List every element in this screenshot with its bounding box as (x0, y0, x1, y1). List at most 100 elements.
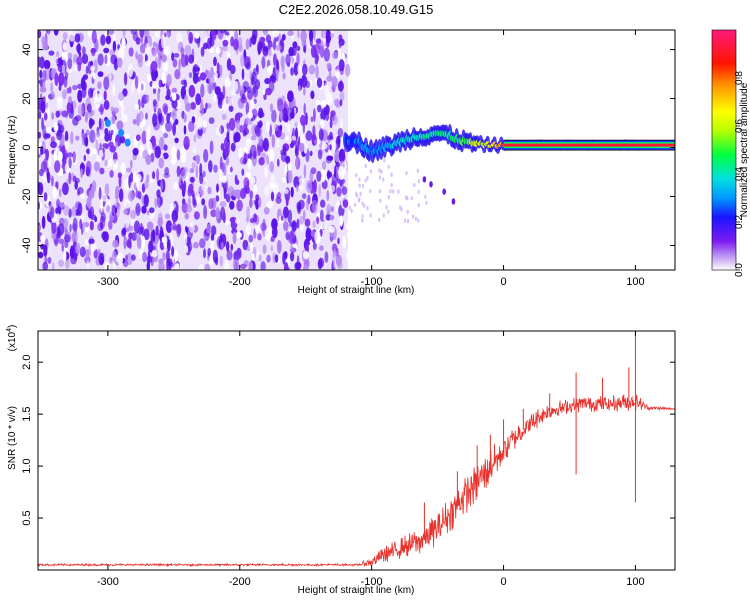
noise-speckle (122, 30, 126, 38)
noise-speckle (57, 229, 62, 240)
noise-speckle (127, 225, 134, 232)
noise-speckle (208, 198, 214, 210)
noise-speckle (215, 206, 220, 220)
noise-speckle (62, 249, 67, 262)
noise-speckle (176, 165, 181, 177)
noise-speckle (251, 34, 257, 45)
noise-speckle (38, 111, 42, 120)
noise-speckle (161, 236, 165, 243)
trail-speckle (410, 196, 414, 201)
chart-title: C2E2.2026.058.10.49.G15 (279, 2, 434, 17)
snr-panel: -300 -200 -100 0 100 0.5 1.0 1.5 2.0 Height of … (6, 325, 676, 596)
noise-speckle (335, 161, 341, 168)
noise-speckle (45, 148, 49, 161)
noise-speckle (296, 45, 301, 52)
noise-speckle (235, 120, 241, 131)
noise-speckle (72, 84, 78, 91)
noise-speckle (132, 31, 139, 42)
noise-speckle (269, 103, 274, 113)
noise-speckle (58, 83, 62, 91)
noise-speckle (188, 84, 196, 98)
noise-speckle (180, 146, 187, 160)
noise-speckle (62, 182, 69, 196)
noise-speckle (199, 72, 207, 81)
noise-speckle (168, 261, 174, 268)
noise-speckle (279, 110, 283, 120)
noise-speckle (40, 234, 45, 242)
noise-speckle (125, 254, 128, 261)
noise-speckle (245, 38, 250, 50)
noise-speckle (141, 205, 147, 214)
noise-speckle (156, 195, 162, 208)
noise-speckle (262, 30, 269, 36)
noise-speckle (163, 105, 168, 115)
noise-speckle (183, 113, 187, 123)
noise-speckle (248, 261, 253, 270)
noise-speckle (247, 111, 254, 119)
noise-speckle (236, 199, 243, 212)
noise-speckle (230, 36, 235, 47)
noise-speckle (113, 197, 117, 206)
noise-speckle (45, 127, 53, 133)
noise-speckle (63, 75, 68, 88)
noise-speckle (53, 124, 59, 132)
snr-scale-base: (x10 (7, 331, 18, 351)
noise-speckle (89, 145, 93, 158)
noise-speckle (239, 188, 247, 200)
noise-speckle (104, 54, 108, 65)
noise-speckle (172, 217, 176, 225)
noise-speckle (43, 244, 48, 257)
noise-speckle (221, 113, 227, 120)
noise-speckle (173, 181, 179, 191)
trail-speckle (358, 183, 361, 188)
noise-speckle (104, 183, 110, 196)
noise-speckle (299, 181, 304, 192)
noise-speckle (50, 206, 55, 219)
noise-speckle (260, 261, 266, 270)
noise-speckle (56, 147, 60, 153)
trail-speckle (364, 163, 368, 169)
noise-speckle (66, 102, 72, 114)
noise-speckle (88, 238, 95, 244)
noise-speckle (198, 264, 205, 270)
noise-speckle (203, 42, 208, 50)
trail-speckle (350, 208, 353, 213)
noise-speckle (105, 35, 112, 45)
noise-speckle (98, 149, 104, 158)
noise-speckle (267, 150, 271, 158)
noise-speckle (38, 251, 44, 259)
noise-speckle (100, 197, 103, 212)
noise-speckle (238, 36, 243, 50)
noise-speckle (66, 152, 74, 158)
noise-speckle (299, 215, 304, 225)
noise-speckle (64, 140, 69, 151)
noise-speckle (183, 124, 187, 135)
noise-speckle (325, 92, 333, 106)
noise-speckle (47, 30, 51, 36)
trail-speckle (403, 218, 407, 224)
noise-speckle (320, 108, 327, 120)
noise-speckle (131, 80, 135, 95)
noise-speckle (301, 39, 306, 47)
noise-speckle (279, 124, 283, 131)
noise-speckle (92, 89, 98, 104)
noise-speckle (87, 209, 92, 219)
noise-speckle (72, 116, 79, 126)
noise-speckle (84, 239, 89, 246)
noise-speckle (325, 30, 332, 44)
noise-speckle (164, 213, 171, 219)
noise-speckle (265, 34, 271, 43)
noise-speckle (262, 244, 267, 255)
snr-y-ticks: 0.5 1.0 1.5 2.0 (21, 355, 675, 526)
noise-speckle (249, 240, 254, 253)
noise-speckle (42, 41, 49, 51)
noise-speckle (178, 58, 181, 71)
noise-speckle (305, 228, 313, 242)
spectrogram-x-ticks: -300 -200 -100 0 100 (97, 30, 645, 288)
noise-speckle (188, 31, 194, 44)
noise-speckle (152, 41, 157, 47)
noise-speckle (297, 65, 302, 73)
noise-speckle (162, 251, 166, 261)
noise-speckle (314, 136, 318, 146)
noise-speckle (85, 160, 92, 175)
